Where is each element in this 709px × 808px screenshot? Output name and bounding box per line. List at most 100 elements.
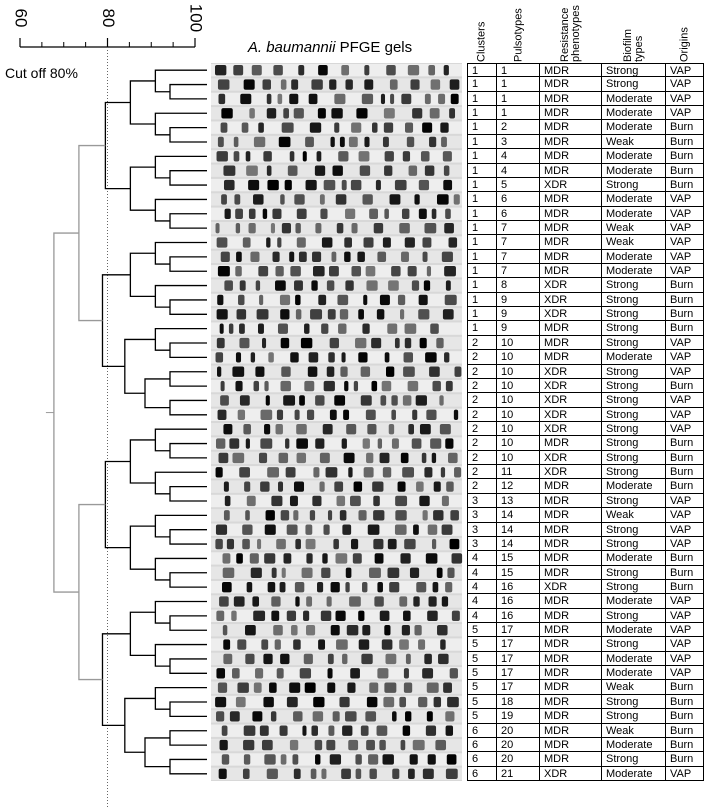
gel-band bbox=[318, 65, 328, 76]
dendrogram-branch bbox=[101, 274, 131, 368]
gel-band bbox=[243, 754, 251, 765]
gel-band bbox=[215, 696, 227, 708]
gel-band bbox=[217, 294, 224, 306]
gel-band bbox=[407, 266, 417, 277]
table-cell: VAP bbox=[666, 63, 704, 78]
table-cell: MDR bbox=[540, 493, 602, 509]
gel-band bbox=[216, 151, 228, 162]
table-cell: MDR bbox=[540, 479, 602, 494]
gel-band bbox=[255, 280, 261, 291]
gel-band bbox=[313, 467, 320, 478]
gel-band bbox=[330, 625, 340, 636]
table-cell: 1 bbox=[467, 220, 497, 236]
table-cell: 13 bbox=[497, 493, 540, 509]
table-cell: MDR bbox=[540, 163, 602, 178]
dendrogram-branch bbox=[169, 658, 207, 674]
gel-band bbox=[219, 323, 224, 334]
gel-band bbox=[250, 352, 256, 363]
table-cell: 3 bbox=[467, 536, 497, 552]
gel-band bbox=[389, 581, 400, 593]
gel-band bbox=[403, 352, 414, 363]
gel-band bbox=[384, 208, 389, 219]
gel-band bbox=[245, 438, 250, 449]
table-cell: Moderate bbox=[602, 737, 666, 753]
gel-band bbox=[445, 208, 451, 219]
gel-band bbox=[353, 481, 363, 492]
gel-band bbox=[262, 208, 268, 219]
gel-band bbox=[233, 596, 245, 607]
gel-band bbox=[267, 467, 279, 478]
table-cell: 11 bbox=[497, 465, 540, 480]
gel-band bbox=[399, 696, 407, 708]
gel-band bbox=[236, 553, 243, 564]
table-cell: Burn bbox=[666, 680, 704, 695]
table-cell: VAP bbox=[666, 522, 704, 537]
gel-band bbox=[256, 309, 269, 320]
gel-band bbox=[363, 237, 374, 248]
gel-band bbox=[438, 93, 446, 105]
gel-band bbox=[243, 739, 255, 751]
gel-band bbox=[289, 495, 298, 507]
gel-band bbox=[296, 424, 307, 435]
gel-band bbox=[299, 668, 312, 679]
gel-band bbox=[218, 768, 227, 779]
gel-band bbox=[366, 739, 375, 751]
gel-band bbox=[217, 136, 224, 148]
gel-band bbox=[332, 711, 340, 722]
gel-band bbox=[226, 538, 235, 550]
table-cell: Strong bbox=[602, 393, 666, 408]
gel-band bbox=[428, 596, 437, 607]
table-cell: 7 bbox=[497, 220, 540, 236]
gel-band bbox=[217, 366, 222, 377]
gel-band bbox=[419, 337, 427, 349]
table-cell: Burn bbox=[666, 321, 704, 336]
gel-band bbox=[339, 696, 350, 708]
gel-band bbox=[391, 409, 396, 420]
gel-band bbox=[444, 222, 454, 234]
table-cell: 2 bbox=[467, 378, 497, 394]
gel-band bbox=[440, 122, 449, 133]
gel-band bbox=[358, 352, 368, 363]
gel-band bbox=[296, 208, 307, 219]
table-cell: 2 bbox=[467, 364, 497, 379]
gel-band bbox=[348, 467, 353, 478]
gel-band bbox=[314, 165, 326, 176]
gel-band bbox=[222, 567, 235, 578]
column-header-text: Clusters bbox=[475, 21, 488, 62]
gel-band bbox=[221, 725, 228, 736]
gel-band bbox=[286, 696, 298, 708]
gel-band bbox=[275, 266, 284, 277]
table-cell: XDR bbox=[540, 364, 602, 379]
gel-band bbox=[223, 481, 229, 492]
table-cell: Strong bbox=[602, 522, 666, 537]
gel-band bbox=[405, 122, 414, 133]
gel-band bbox=[395, 510, 407, 521]
gel-band bbox=[236, 309, 247, 320]
gel-band bbox=[264, 524, 276, 535]
table-cell: 10 bbox=[497, 422, 540, 437]
gel-band bbox=[369, 208, 378, 219]
gel-band bbox=[306, 596, 313, 607]
gel-band bbox=[293, 510, 299, 521]
gel-band bbox=[308, 352, 319, 363]
gel-band bbox=[268, 352, 274, 363]
table-cell: VAP bbox=[666, 493, 704, 509]
gel-band bbox=[243, 79, 255, 90]
gel-band bbox=[451, 610, 460, 622]
table-cell: Moderate bbox=[602, 479, 666, 494]
gel-band bbox=[416, 481, 424, 492]
table-cell: Burn bbox=[666, 694, 704, 710]
gel-band bbox=[253, 682, 262, 693]
dendrogram-branch bbox=[78, 503, 106, 681]
gel-band bbox=[293, 481, 305, 492]
gel-band bbox=[245, 151, 251, 162]
gel-band bbox=[320, 610, 332, 622]
table-cell: 17 bbox=[497, 651, 540, 667]
gel-band bbox=[295, 538, 301, 550]
gel-band bbox=[374, 596, 384, 607]
gel-band bbox=[420, 151, 430, 162]
table-cell: MDR bbox=[540, 737, 602, 753]
column-header: Biofilm types bbox=[602, 0, 666, 63]
gel-band bbox=[401, 251, 409, 263]
gel-band bbox=[373, 222, 384, 234]
